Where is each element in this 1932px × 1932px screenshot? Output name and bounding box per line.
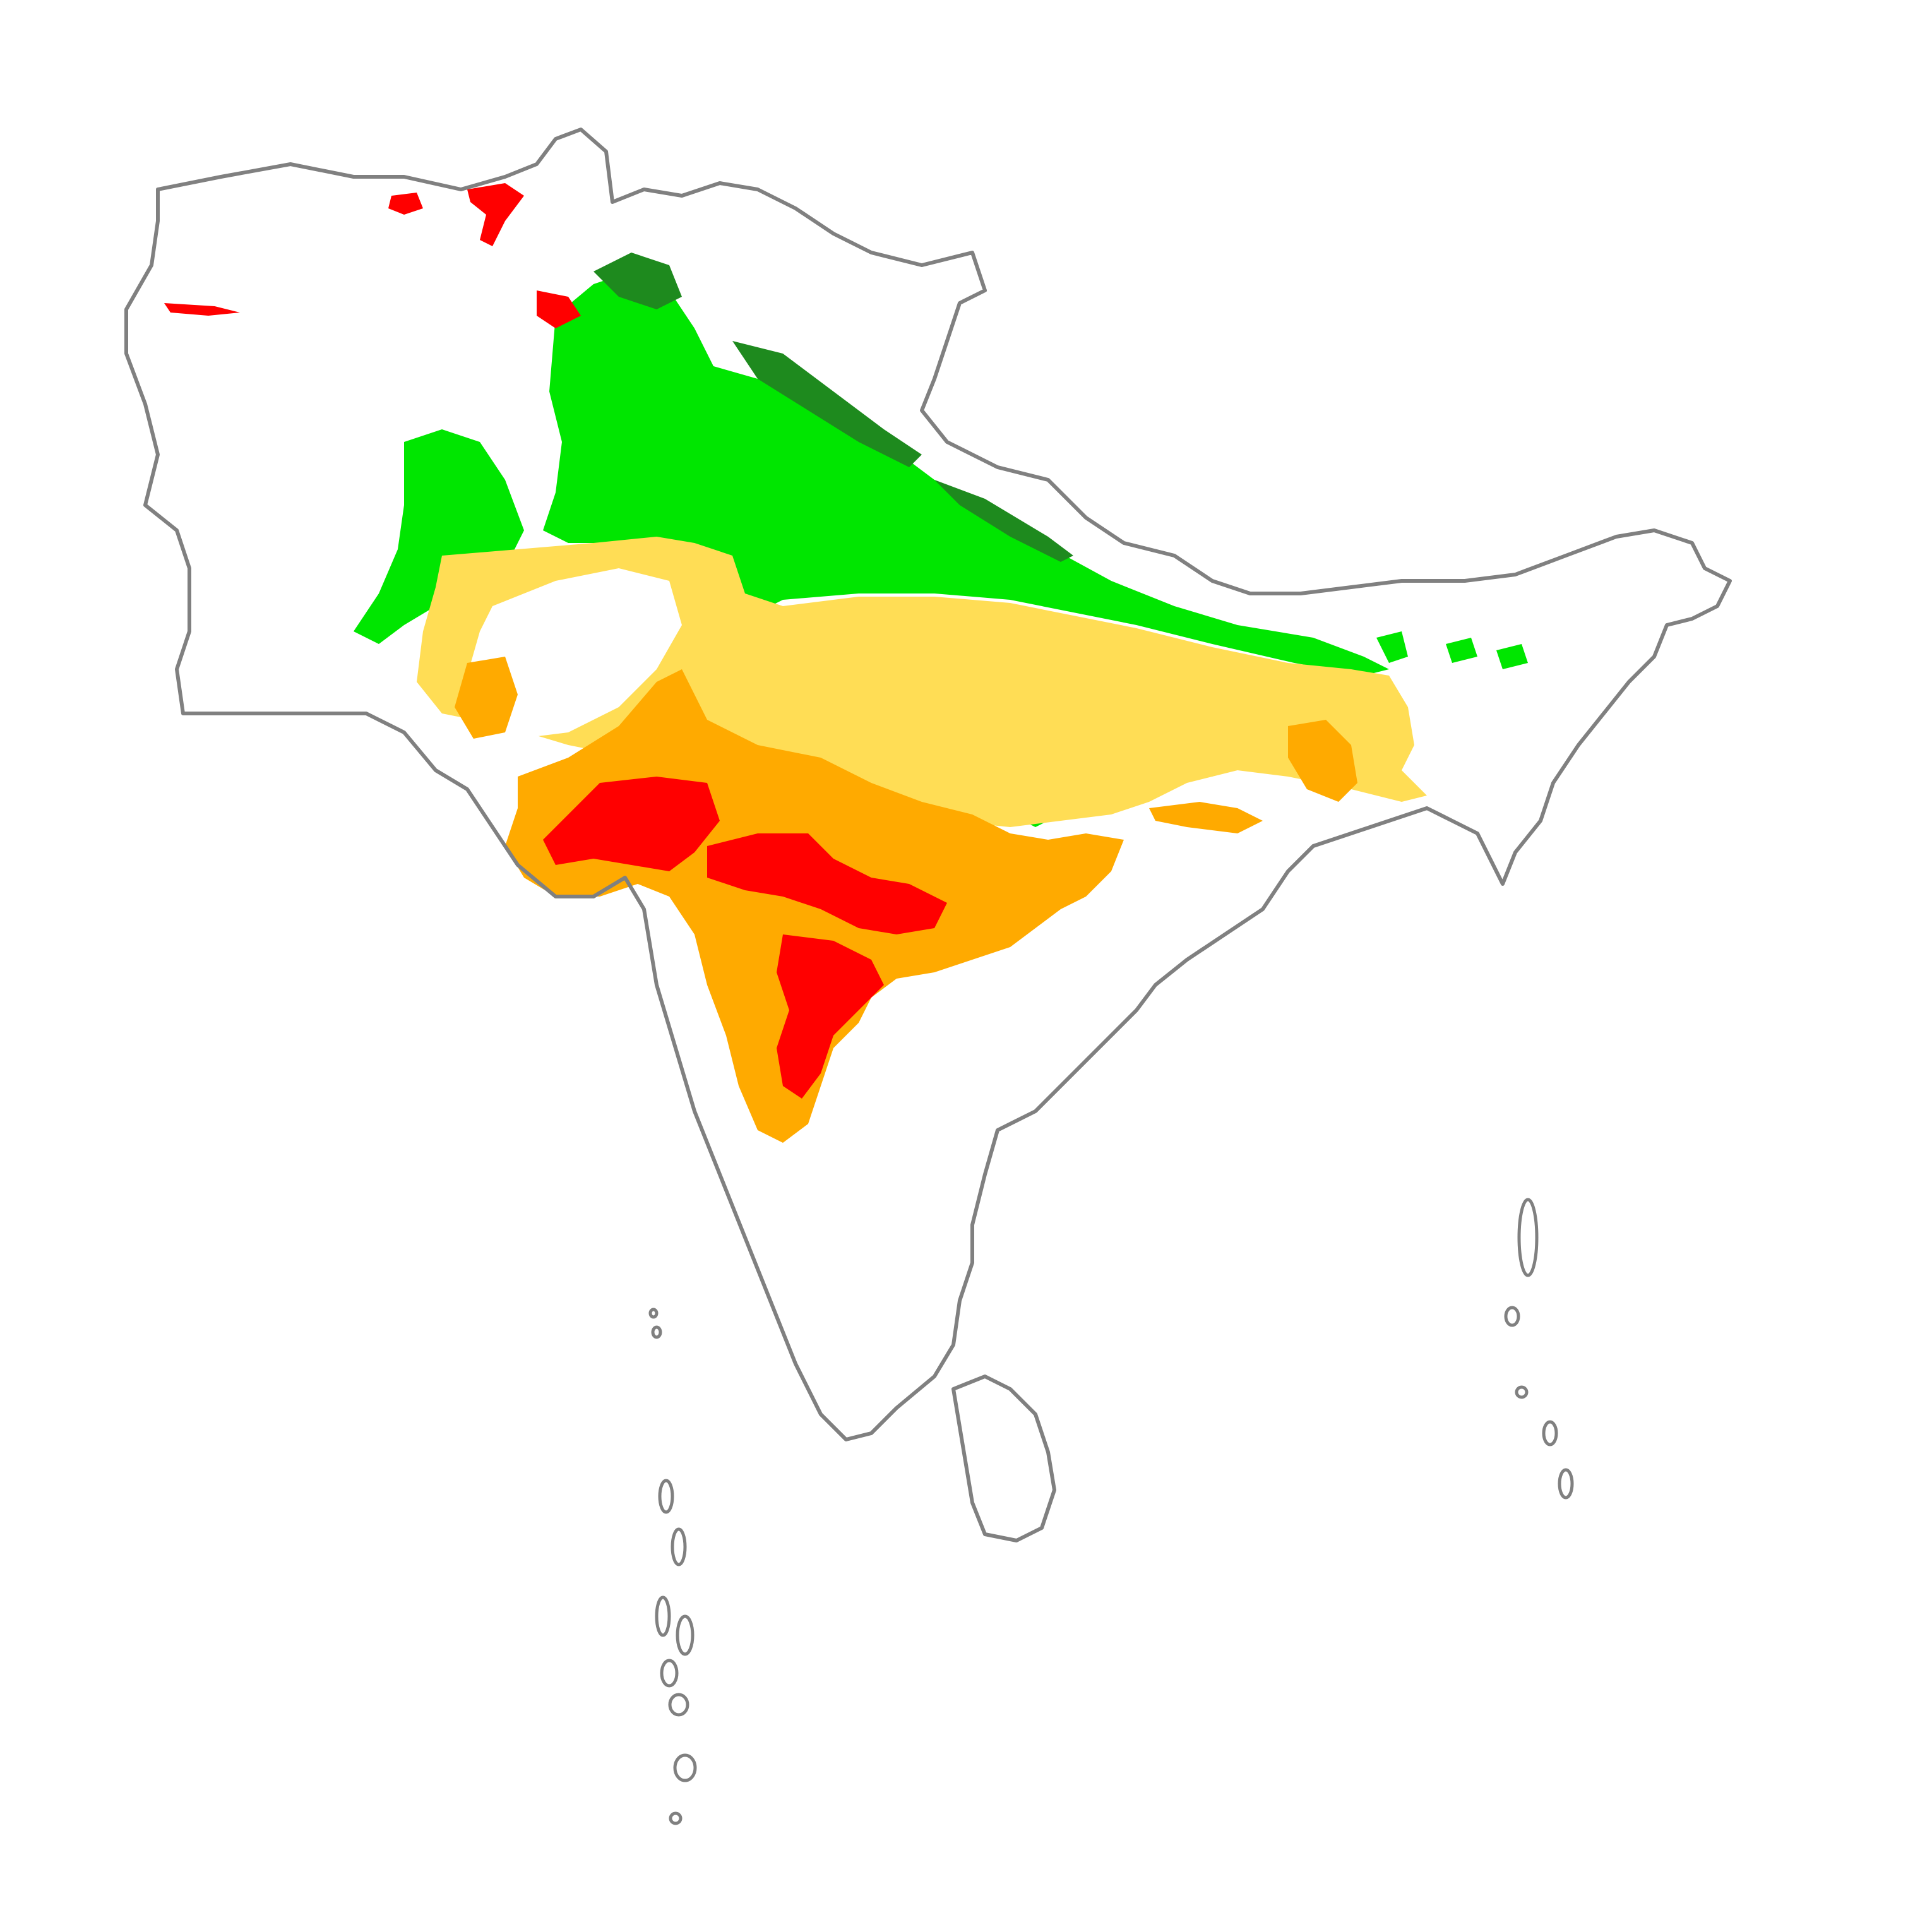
red-region-north-3 [537, 290, 581, 328]
red-region-north-2 [467, 183, 524, 246]
island-maldives-2 [671, 1527, 687, 1566]
sri-lanka-outline [951, 1374, 1056, 1542]
island-maldives-7 [673, 1753, 697, 1782]
desert-gap [467, 568, 682, 739]
island-nicobar-1 [1515, 1385, 1529, 1399]
bright-green-region-west [354, 429, 524, 644]
country-outline [124, 128, 1732, 1441]
island-lakshadweep-2 [648, 1308, 659, 1319]
dark-green-region-north [593, 253, 682, 309]
dark-green-region-foothills [732, 341, 922, 467]
island-andaman-1 [1517, 1198, 1539, 1277]
andaman-nicobar-islands [1504, 1198, 1574, 1500]
red-region-gujarat [543, 777, 720, 871]
island-lakshadweep-1 [651, 1325, 662, 1339]
red-region-nw [164, 303, 240, 316]
island-maldives-8 [669, 1811, 683, 1825]
red-region-north-1 [388, 193, 423, 215]
red-zone [164, 183, 947, 1099]
orange-region-east-2 [1149, 802, 1263, 833]
orange-region-east-1 [1288, 720, 1357, 802]
red-region-maharashtra [707, 833, 947, 934]
dark-green-region-east-strip [934, 480, 1073, 562]
island-nicobar-3 [1558, 1468, 1574, 1500]
bright-green-region-ne [1376, 631, 1528, 669]
red-region-central [777, 934, 884, 1099]
island-andaman-2 [1504, 1306, 1520, 1327]
desert-gap-region [467, 568, 682, 739]
island-maldives-5 [660, 1659, 679, 1688]
island-nicobar-2 [1542, 1420, 1558, 1446]
south-asia-border [124, 128, 1732, 1441]
orange-region-west-blob [455, 657, 518, 739]
island-maldives-1 [658, 1479, 674, 1514]
maldives-islands [648, 1308, 697, 1825]
sri-lanka-island [951, 1374, 1056, 1542]
dark-green-zone [593, 253, 1073, 562]
island-maldives-4 [676, 1614, 695, 1656]
island-maldives-6 [668, 1693, 689, 1717]
island-maldives-3 [655, 1595, 671, 1637]
